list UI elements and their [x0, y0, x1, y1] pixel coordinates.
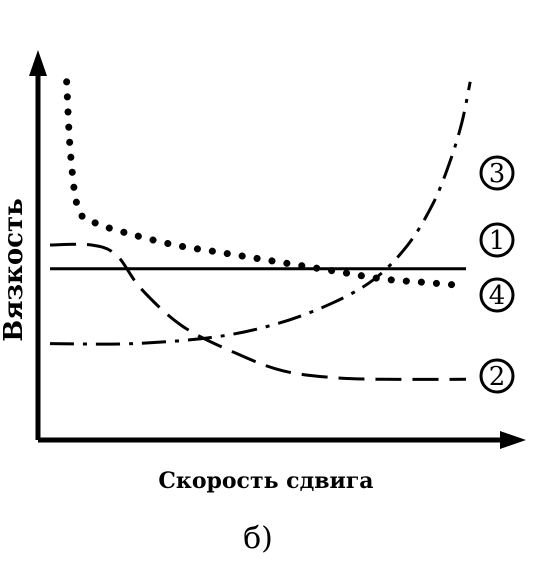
- axes: [29, 50, 526, 449]
- curve-label-4: 4: [479, 277, 515, 313]
- figure-caption: б): [243, 521, 273, 556]
- y-axis-label: Вязкость: [0, 198, 29, 341]
- series-curve-3: [49, 81, 472, 346]
- curve-id-layer: 1 2 3 4: [479, 155, 515, 394]
- curve-label-text-2: 2: [489, 362, 506, 392]
- curve-label-text-1: 1: [489, 226, 506, 256]
- curve-label-2: 2: [479, 358, 515, 394]
- x-axis-label: Скорость сдвига: [158, 468, 373, 494]
- curve-label-3: 3: [479, 155, 515, 191]
- curve-label-circle-2: [479, 358, 515, 394]
- series-curve-4: [63, 78, 470, 290]
- x-axis-arrow: [500, 431, 526, 449]
- curve-label-1: 1: [479, 222, 515, 258]
- series-layer: [49, 78, 472, 381]
- curve-label-circle-4: [479, 277, 515, 313]
- series-curve-2: [49, 242, 467, 381]
- curve-label-text-4: 4: [489, 281, 506, 311]
- curve-label-text-3: 3: [489, 159, 506, 189]
- curve-label-circle-1: [479, 222, 515, 258]
- curve-label-circle-3: [479, 155, 515, 191]
- y-axis-arrow: [29, 50, 47, 76]
